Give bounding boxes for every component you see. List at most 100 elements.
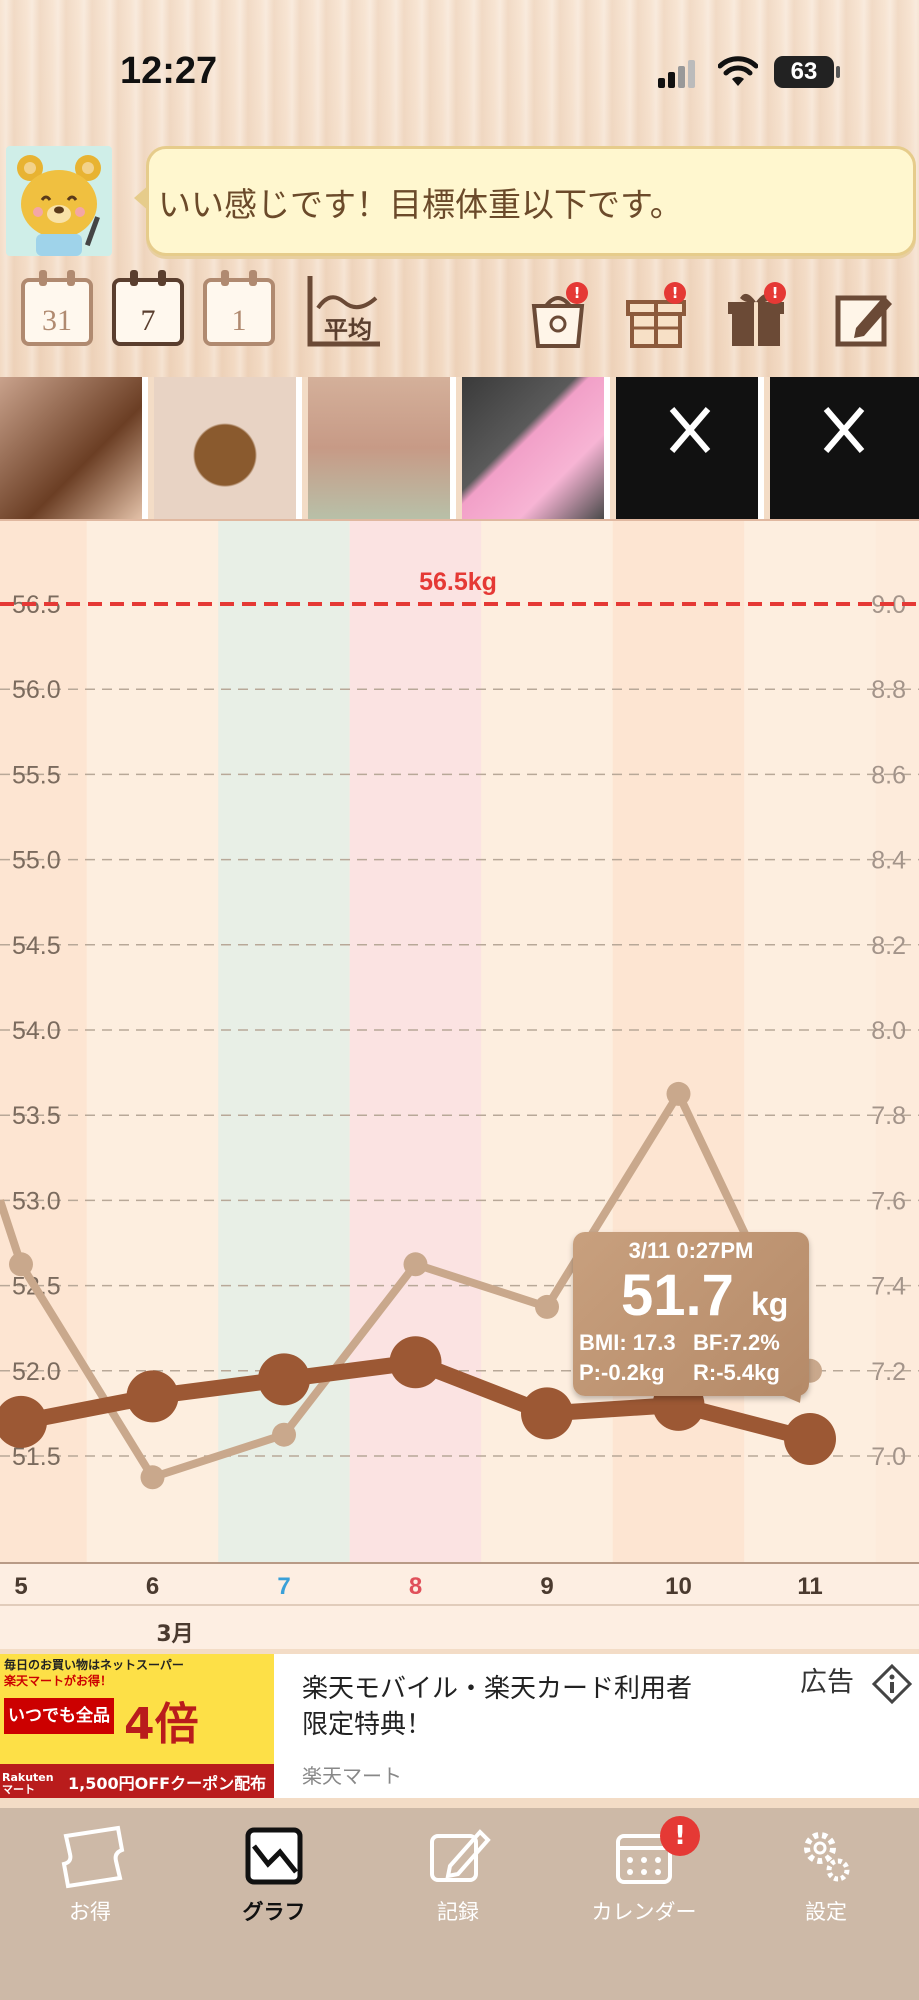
tooltip-r: R:-5.4kg: [693, 1360, 780, 1385]
y-right-tick-label: 8.8: [871, 676, 906, 704]
ticket-icon: [61, 1825, 125, 1889]
chart-day-column: [744, 519, 876, 1563]
notification-badge: !: [764, 282, 786, 304]
x-tick-label: 8: [409, 1573, 422, 1600]
product-thumbnail-hoodie-2[interactable]: [770, 377, 919, 519]
x-tick-label: 10: [665, 1573, 692, 1600]
y-left-tick-label: 53.5: [12, 1102, 61, 1130]
edit-memo-button[interactable]: [832, 286, 896, 354]
speech-bubble: [146, 146, 916, 256]
target-weight-label: 56.5kg: [419, 568, 497, 596]
weight-point: [389, 1336, 442, 1389]
bodyfat-point: [9, 1252, 33, 1277]
y-left-tick-label: 55.5: [12, 761, 61, 789]
y-right-tick-label: 7.4: [871, 1273, 906, 1301]
notification-badge: !: [664, 282, 686, 304]
bodyfat-point: [140, 1465, 165, 1490]
hoodie-logo-icon: [823, 407, 865, 453]
range-31-days-button[interactable]: 31: [21, 270, 93, 346]
bear-character-icon: [17, 155, 101, 256]
message-text: いい感じです！目標体重以下です。: [158, 185, 683, 224]
battery-indicator: 63: [774, 56, 840, 88]
range-1-day-button[interactable]: 1: [203, 270, 275, 346]
tab-record[interactable]: 記録: [388, 1820, 528, 1924]
tooltip-unit: kg: [751, 1286, 789, 1322]
tooltip-date: 3/11 0:27PM: [628, 1238, 754, 1263]
tooltip-p: P:-0.2kg: [579, 1360, 665, 1385]
edit-icon: [835, 295, 892, 347]
chart-day-column: [0, 519, 87, 1563]
weight-chart[interactable]: 56.5 56.0 55.5 55.0 54.5 54.0 53.5 53.0 52.5 52.0…: [0, 519, 919, 1649]
tab-settings[interactable]: 設定: [756, 1820, 896, 1924]
range-1-label: 1: [231, 304, 247, 337]
weight-point: [0, 1395, 47, 1448]
x-tick-label: 9: [540, 1573, 553, 1600]
chart-day-column: [349, 519, 482, 1563]
hoodie-logo-icon: [669, 407, 711, 453]
tab-deals[interactable]: お得: [20, 1820, 160, 1924]
data-tooltip: 3/11 0:27PM 51.7 kg BMI: 17.3 BF:7.2% P:…: [573, 1232, 809, 1396]
ad-source: 楽天マート: [302, 1764, 402, 1788]
range-7-days-button[interactable]: 7: [112, 270, 184, 346]
product-thumbnail-hair[interactable]: [0, 377, 148, 519]
average-graph-icon: [307, 276, 380, 347]
gift-icon: [626, 300, 686, 348]
ad-banner[interactable]: 毎日のお買い物はネットスーパー 楽天マートがお得！ いつでも全品 4倍 Raku…: [0, 1654, 919, 1798]
tooltip-bmi: BMI: 17.3: [579, 1330, 676, 1355]
product-thumbnail-bell[interactable]: [154, 377, 302, 519]
tab-graph-label: グラフ: [242, 1900, 306, 1924]
settings-icon: [804, 1832, 850, 1882]
y-left-tick-label: 54.5: [12, 932, 61, 960]
tooltip-weight: 51.7: [621, 1263, 734, 1328]
y-right-tick-label: 7.6: [871, 1187, 906, 1215]
ad-title-line1: 楽天モバイル・楽天カード利用者: [302, 1674, 693, 1704]
y-right-tick-label: 8.2: [871, 932, 906, 960]
gift-box-button[interactable]: !: [624, 282, 688, 354]
present-button[interactable]: !: [724, 282, 788, 354]
status-time: 12:27: [120, 50, 218, 92]
shop-bag-button[interactable]: !: [526, 282, 590, 354]
ad-image-footer: [0, 1764, 274, 1798]
calendar-ring: [39, 270, 47, 286]
x-tick-label: 6: [146, 1573, 159, 1600]
chart-day-column: [218, 519, 350, 1563]
tab-graph[interactable]: グラフ: [204, 1820, 344, 1924]
ad-image[interactable]: 毎日のお買い物はネットスーパー 楽天マートがお得！ いつでも全品 4倍 Raku…: [0, 1654, 274, 1798]
y-left-tick-label: 53.0: [12, 1187, 61, 1215]
product-thumbnail-hoodie[interactable]: [616, 377, 764, 519]
product-thumbnail-outfit[interactable]: [308, 377, 456, 519]
calendar-ring: [158, 270, 166, 286]
tab-bar: [0, 1808, 919, 2000]
ad-title-line2: 限定特典！: [302, 1710, 433, 1740]
edit-icon: [430, 1829, 491, 1882]
wifi-icon: [718, 56, 758, 86]
y-left-tick-label: 55.0: [12, 847, 61, 875]
x-tick-label: 11: [797, 1573, 822, 1600]
calendar-ring: [67, 270, 75, 286]
notification-badge: !: [566, 282, 588, 304]
y-right-tick-label: 8.6: [871, 761, 906, 789]
y-right-tick-label: 7.0: [871, 1443, 906, 1471]
weight-point: [521, 1387, 573, 1440]
ad-image-highlight: いつでも全品: [4, 1698, 114, 1734]
bodyfat-line: [0, 1089, 814, 1482]
weight-point: [784, 1412, 836, 1465]
ad-image-line2: 楽天マートがお得！: [4, 1674, 113, 1688]
ad-image-coupon: 1,500円OFFクーポン配布中!: [68, 1774, 267, 1793]
calendar-ring: [221, 270, 229, 286]
bodyfat-point: [666, 1081, 691, 1106]
average-button[interactable]: 平均: [304, 272, 384, 350]
y-right-tick-label: 8.4: [871, 847, 906, 875]
y-right-tick-label: 8.0: [871, 1017, 906, 1045]
ad-info-icon[interactable]: [872, 1664, 912, 1704]
tab-deals-label: お得: [69, 1900, 111, 1924]
weight-point: [258, 1353, 310, 1406]
tab-calendar[interactable]: ! カレンダー: [574, 1816, 714, 1924]
y-right-tick-label: 7.2: [871, 1358, 906, 1386]
y-left-tick-label: 56.0: [12, 676, 61, 704]
shopping-bag-icon: [531, 296, 585, 348]
ad-image-line1: 毎日のお買い物はネットスーパー: [4, 1658, 184, 1672]
tab-calendar-label: カレンダー: [591, 1900, 697, 1924]
y-right-tick-label: 7.8: [871, 1102, 906, 1130]
product-thumbnail-roller[interactable]: [462, 377, 610, 519]
